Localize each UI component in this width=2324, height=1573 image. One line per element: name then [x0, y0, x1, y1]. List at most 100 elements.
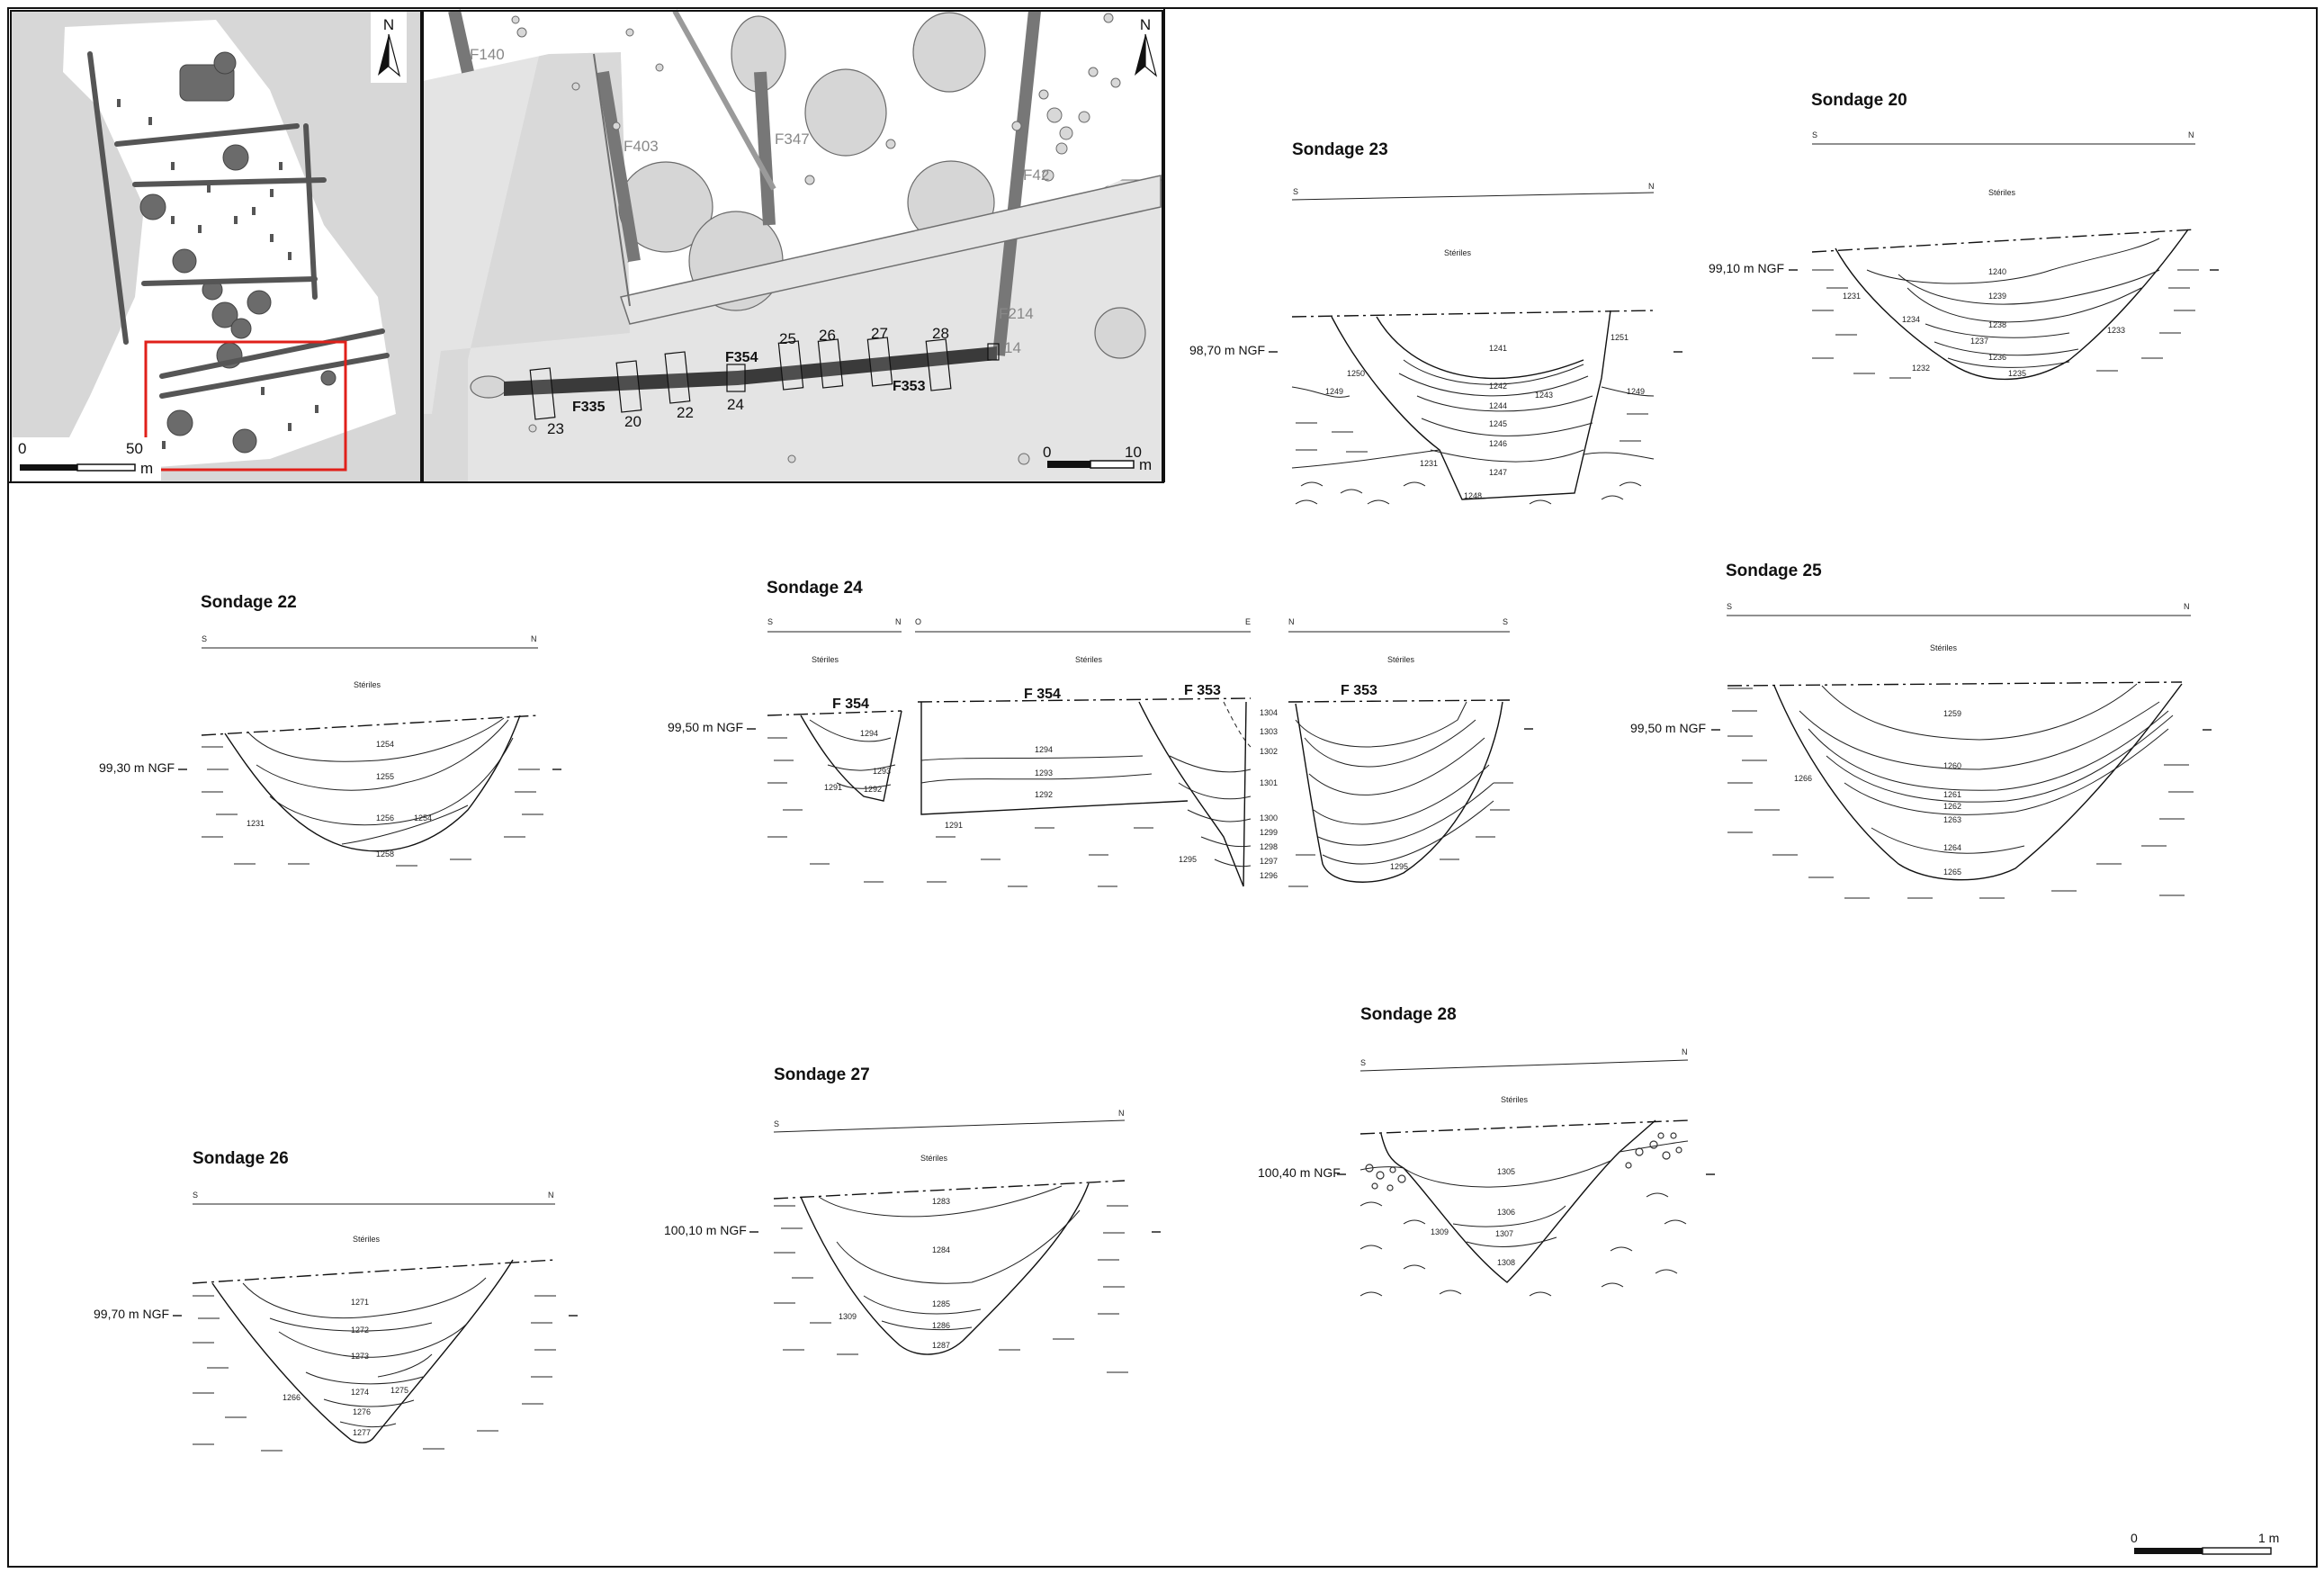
layer-label: 1302 [1260, 747, 1278, 756]
layer-label: 1284 [932, 1245, 950, 1254]
feature-label: F 354 [832, 697, 869, 712]
trench-number: 28 [932, 325, 949, 342]
layer-label: 1263 [1943, 815, 1961, 824]
layer-label: 1297 [1260, 857, 1278, 866]
layer-label: 1238 [1988, 320, 2006, 329]
orient-left: S [767, 617, 773, 626]
orient-right: N [1682, 1047, 1688, 1056]
layer-label: 1236 [1988, 353, 2006, 362]
layer-label: 1243 [1535, 391, 1553, 400]
layer-label: 1245 [1489, 419, 1507, 428]
overview-scale-bar: 0 50 m [13, 437, 161, 481]
orient-left: S [193, 1191, 198, 1200]
layer-label: 1299 [1260, 828, 1278, 837]
sterile-hatching [202, 746, 543, 867]
section-scale-bar: 0 1 m [2131, 1531, 2279, 1555]
section-sondage-28: Sondage 28 S N Stériles 100,40 m NGF 130… [1258, 1005, 1715, 1297]
scale-start-label: 0 [2131, 1531, 2138, 1545]
feature-label: F 353 [1341, 683, 1377, 698]
sterile-label: Stériles [1075, 655, 1103, 664]
feature-label-bold: F354 [725, 350, 758, 365]
detail-feature-labels: F140 F403 F347 F42 F214 14 F354 F335 F35… [470, 46, 1049, 415]
level-label: 99,50 m NGF [668, 720, 743, 734]
layer-label: 1285 [932, 1299, 950, 1308]
layer-label: 1275 [390, 1386, 408, 1395]
level-label: 100,40 m NGF [1258, 1165, 1341, 1180]
layer-label: 1242 [1489, 382, 1507, 391]
layer-label: 1258 [376, 849, 394, 858]
layer-label: 1286 [932, 1321, 950, 1330]
orient-left: N [1288, 617, 1295, 626]
layer-label: 1272 [351, 1326, 369, 1335]
layer-label: 1301 [1260, 778, 1278, 787]
orient-right: N [895, 617, 902, 626]
north-arrow-icon: N [371, 11, 407, 83]
section-sondage-26: Sondage 26 S N Stériles 99,70 m NGF 1271… [94, 1149, 578, 1452]
feature-label: F 353 [1184, 683, 1221, 698]
layer-label: 1291 [945, 821, 963, 830]
section-title: Sondage 22 [201, 593, 297, 612]
scale-end-label: 10 [1125, 444, 1142, 461]
orient-right: N [548, 1191, 554, 1200]
orient-left: S [1812, 130, 1817, 139]
feature-label-bold: F353 [893, 379, 926, 394]
layer-label: 1287 [932, 1341, 950, 1350]
north-arrow-icon: N [1135, 16, 1158, 77]
layer-label: 1305 [1497, 1167, 1515, 1176]
layer-label: 1251 [1611, 333, 1629, 342]
sterile-hatching [774, 1205, 1128, 1373]
orient-left: S [202, 634, 207, 643]
trench-number: 20 [624, 413, 642, 430]
level-label: 99,30 m NGF [99, 760, 175, 775]
layer-label: 1231 [247, 819, 265, 828]
layer-label: 1249 [1627, 387, 1645, 396]
sterile-label: Stériles [1930, 643, 1958, 652]
layer-label: 1247 [1489, 468, 1507, 477]
layer-label: 1254 [414, 813, 432, 822]
layer-label: 1255 [376, 772, 394, 781]
layer-label: 1233 [2107, 326, 2125, 335]
layer-label: 1293 [873, 767, 891, 776]
overview-map: N 0 50 m [10, 10, 422, 483]
sterile-label: Stériles [812, 655, 839, 664]
sterile-label: Stériles [1387, 655, 1415, 664]
layer-label: 1308 [1497, 1258, 1515, 1267]
sterile-label: Stériles [354, 680, 381, 689]
section-title: Sondage 28 [1360, 1005, 1457, 1024]
layer-label: 1248 [1464, 491, 1482, 500]
layer-label: 1234 [1902, 315, 1920, 324]
scale-end-label: 50 [126, 440, 143, 457]
layer-label: 1295 [1179, 855, 1197, 864]
detail-scale-bar: 0 10 m [1043, 444, 1152, 473]
layer-label: 1261 [1943, 790, 1961, 799]
layer-label: 1276 [353, 1407, 371, 1416]
layer-label: 1231 [1420, 459, 1438, 468]
section-sondage-25: Sondage 25 S N Stériles 99,50 m NGF 1259… [1630, 562, 2212, 899]
feature-label: F214 [999, 305, 1034, 322]
dark-ditch [504, 346, 997, 396]
section-sondage-24: Sondage 24 S N O E N S Stériles Stériles… [668, 579, 1533, 887]
layer-label: 1250 [1347, 369, 1365, 378]
sterile-label: Stériles [353, 1235, 381, 1244]
layer-label: 1232 [1912, 364, 1930, 373]
orient-right: N [531, 634, 537, 643]
layer-label: 1260 [1943, 761, 1961, 770]
orient-left: S [1727, 602, 1732, 611]
section-sondage-27: Sondage 27 S N Stériles 100,10 m NGF 128… [664, 1065, 1161, 1373]
orient-right: N [1648, 182, 1655, 191]
feature-label-bold: F335 [572, 400, 606, 415]
layer-label: 1283 [932, 1197, 950, 1206]
trench-number: 27 [871, 325, 888, 342]
layer-label: 1239 [1988, 292, 2006, 301]
sterile-hatching [1812, 269, 2199, 379]
level-label: 99,10 m NGF [1709, 261, 1784, 275]
feature-label: F403 [624, 138, 659, 155]
layer-label: 1231 [1843, 292, 1861, 301]
trench-number-labels: 23 20 22 24 25 26 27 28 [547, 325, 949, 437]
layer-label: 1294 [860, 729, 878, 738]
section-sondage-20: Sondage 20 S N Stériles 99,10 m NGF 1240… [1709, 91, 2219, 381]
layer-label: 1304 [1260, 708, 1278, 717]
layer-label: 1273 [351, 1352, 369, 1361]
layer-label: 1292 [864, 785, 882, 794]
layer-label: 1264 [1943, 843, 1961, 852]
